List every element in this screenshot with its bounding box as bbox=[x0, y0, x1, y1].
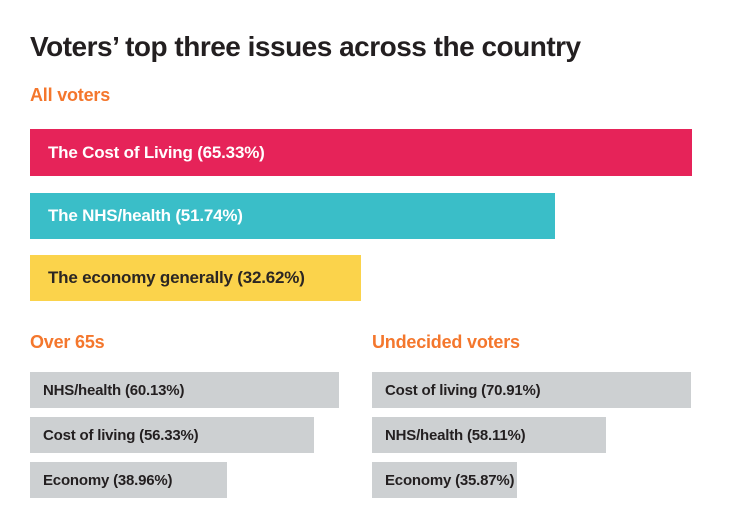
bar-label: NHS/health (60.13%) bbox=[43, 381, 185, 399]
bar-over65-economy: Economy (38.96%) bbox=[30, 462, 227, 498]
bar-undecided-cost-of-living: Cost of living (70.91%) bbox=[372, 372, 691, 408]
bar-label: Cost of living (70.91%) bbox=[385, 381, 541, 399]
bar-label: Cost of living (56.33%) bbox=[43, 426, 199, 444]
bar-label: The NHS/health (51.74%) bbox=[48, 206, 243, 225]
bar-label: The economy generally (32.62%) bbox=[48, 268, 305, 287]
bar-over65-cost-of-living: Cost of living (56.33%) bbox=[30, 417, 314, 453]
section-label-over-65s: Over 65s bbox=[30, 332, 105, 352]
bar-all-cost-of-living: The Cost of Living (65.33%) bbox=[30, 129, 692, 176]
bar-undecided-economy: Economy (35.87%) bbox=[372, 462, 517, 498]
bar-over65-nhs-health: NHS/health (60.13%) bbox=[30, 372, 339, 408]
bar-undecided-nhs-health: NHS/health (58.11%) bbox=[372, 417, 606, 453]
bar-label: Economy (35.87%) bbox=[385, 471, 515, 489]
section-label-undecided-voters: Undecided voters bbox=[372, 332, 520, 352]
bar-label: NHS/health (58.11%) bbox=[385, 426, 526, 444]
section-label-all-voters: All voters bbox=[30, 85, 111, 105]
bar-all-nhs-health: The NHS/health (51.74%) bbox=[30, 193, 555, 239]
chart-title: Voters’ top three issues across the coun… bbox=[30, 31, 581, 62]
bar-label: The Cost of Living (65.33%) bbox=[48, 142, 265, 162]
bar-all-economy: The economy generally (32.62%) bbox=[30, 255, 361, 301]
bar-label: Economy (38.96%) bbox=[43, 471, 173, 489]
